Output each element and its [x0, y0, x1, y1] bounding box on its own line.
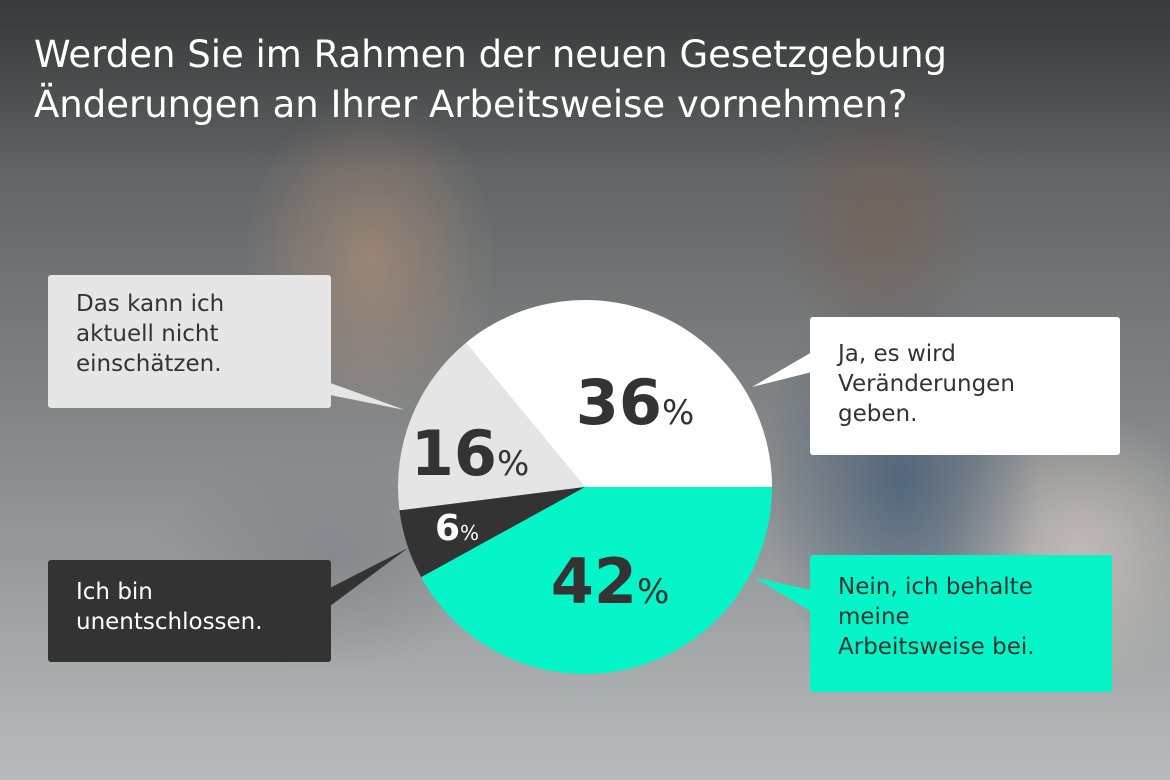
callout-text-line: Nein, ich behalte	[838, 574, 1033, 600]
slice-undecided	[399, 487, 585, 578]
title-line-2: Änderungen an Ihrer Arbeitsweise vornehm…	[34, 83, 908, 126]
callout-text-line: Arbeitsweise bei.	[838, 634, 1035, 660]
value-label-undecided: 6%	[435, 508, 479, 549]
callout-undecided: Ich bin unentschlossen.	[48, 560, 331, 662]
slice-unknown	[398, 342, 585, 511]
value-label-yes: 36%	[576, 366, 695, 439]
title-line-1: Werden Sie im Rahmen der neuen Gesetzgeb…	[34, 33, 948, 76]
callout-unknown: Das kann ich aktuell nicht einschätzen.	[48, 275, 331, 408]
callout-no: Nein, ich behalte meine Arbeitsweise bei.	[810, 555, 1112, 692]
callout-text-line: meine	[838, 604, 910, 630]
callout-text-line: geben.	[838, 401, 918, 427]
value-label-no: 42%	[551, 545, 670, 618]
callout-text-line: unentschlossen.	[76, 609, 263, 635]
callout-text-line: einschätzen.	[76, 351, 222, 377]
slice-no	[421, 487, 772, 674]
callout-pointer-yes	[752, 352, 812, 387]
value-label-unknown: 16%	[411, 417, 530, 490]
callout-pointer-undecided	[322, 548, 408, 612]
title-shade	[0, 0, 1170, 170]
callout-text-line: Ich bin	[76, 579, 153, 605]
callout-text-line: Veränderungen	[838, 371, 1015, 397]
callout-text-line: Das kann ich	[76, 291, 225, 317]
chart-title: Werden Sie im Rahmen der neuen Gesetzgeb…	[34, 30, 1134, 130]
callout-yes: Ja, es wird Veränderungen geben.	[810, 317, 1120, 455]
callout-text-line: aktuell nicht	[76, 321, 219, 347]
callout-text-line: Ja, es wird	[838, 341, 956, 367]
slice-yes	[465, 300, 772, 487]
callout-pointer-no	[755, 578, 812, 612]
